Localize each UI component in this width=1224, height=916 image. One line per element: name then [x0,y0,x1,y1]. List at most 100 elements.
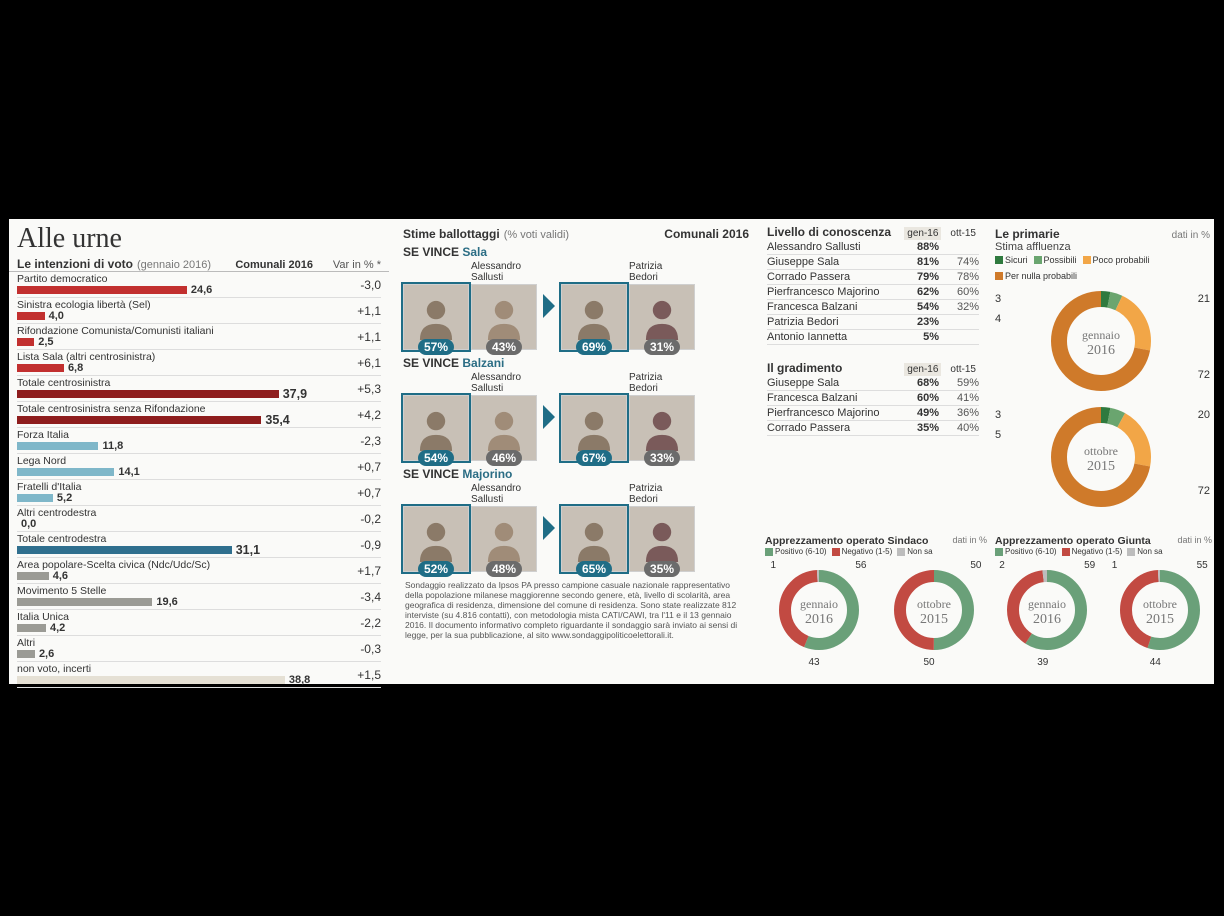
donut: ottobre 201515544 [1110,558,1210,668]
row-v2: 78% [939,271,979,283]
voting-row: Totale centrodestra 31,1 -0,9 [17,532,381,558]
row-v2: 40% [939,422,979,434]
primaries-legend: SicuriPossibiliPoco probabiliPer nulla p… [991,253,1214,283]
donut: gennaio 201625939 [997,558,1097,668]
swatch [995,256,1003,264]
row-v1: 35% [899,422,939,434]
table-row: Giuseppe Sala68%59% [767,376,979,391]
approval-donuts-2: gennaio 201625939 ottobre 201515544 [993,558,1214,668]
pct-badge: 31% [644,339,680,355]
table-row: Alessandro Sallusti88% [767,240,979,255]
voting-row: Movimento 5 Stelle 19,6 -3,4 [17,584,381,610]
ballot-title: Stime ballottaggi [403,227,500,241]
infographic-sheet: Alle urne Le intenzioni di voto (gennaio… [9,219,1214,684]
voting-bar [17,390,279,398]
pct-badge: 69% [576,339,612,355]
candidate-photo: 43% [471,284,537,350]
row-name: Francesca Balzani [767,392,899,404]
legend-text: Possibili [1044,255,1077,265]
candidate-photo: 48% [471,506,537,572]
legend-text: Positivo (6-10) [775,547,827,556]
voting-intentions-panel: Alle urne Le intenzioni di voto (gennaio… [9,219,389,684]
candidate-name: AlessandroSallusti [471,483,535,505]
row-v2: 32% [939,301,979,313]
svg-text:2015: 2015 [1087,459,1115,474]
voting-var: +5,3 [335,382,381,396]
legend-text: Negativo (1-5) [1072,547,1123,556]
voting-value: 31,1 [236,543,260,557]
liking-col1: gen-16 [904,363,941,376]
voting-row: Lega Nord 14,1 +0,7 [17,454,381,480]
pct-badge: 65% [576,561,612,577]
swatch [1062,548,1070,556]
candidate-name: PatriziaBedori [629,483,693,505]
voting-row: Totale centrosinistra senza Rifondazione… [17,402,381,428]
voting-header: Le intenzioni di voto (gennaio 2016) Com… [9,257,389,271]
approval-title-2: Apprezzamento operato Giunta [995,535,1151,547]
voting-label: Totale centrosinistra senza Rifondazione [17,403,381,415]
row-v1: 5% [899,331,939,343]
row-name: Pierfrancesco Majorino [767,286,899,298]
table-row: Antonio Iannetta5% [767,330,979,345]
legend-text: Negativo (1-5) [842,547,893,556]
table-row: Francesca Balzani60%41% [767,391,979,406]
voting-label: Italia Unica [17,611,381,623]
pct-badge: 48% [486,561,522,577]
pct-badge: 52% [418,561,454,577]
voting-value: 0,0 [21,518,36,530]
row-v1: 88% [899,241,939,253]
candidate-name [561,383,625,394]
row-v1: 54% [899,301,939,313]
liking-rows: Giuseppe Sala68%59%Francesca Balzani60%4… [767,376,979,436]
liking-col2: ott-15 [947,363,979,376]
voting-bar [17,676,285,684]
scenario-title: SE VINCE Sala [403,245,749,259]
table-row: Patrizia Bedori23% [767,315,979,330]
voting-bar [17,650,35,658]
legend-item: Non sa [897,547,932,556]
scenario: SE VINCE Balzani 54% AlessandroSallusti … [397,352,755,463]
donut-label: 21 [1198,293,1210,305]
candidate-photo: 33% [629,395,695,461]
candidate-photo: 69% [561,284,627,350]
row-name: Giuseppe Sala [767,377,899,389]
row-name: Francesca Balzani [767,301,899,313]
knowledge-rows: Alessandro Sallusti88%Giuseppe Sala81%74… [767,240,979,345]
svg-text:gennaio: gennaio [800,597,838,611]
voting-bar [17,572,49,580]
scenario-title: SE VINCE Majorino [403,467,749,481]
donut: ottobre 2015 3 5 20 72 [991,399,1214,515]
pct-badge: 43% [486,339,522,355]
voting-row: Rifondazione Comunista/Comunisti italian… [17,324,381,350]
candidate-name [403,494,467,505]
legend-item: Poco probabili [1083,255,1150,265]
legend-text: Per nulla probabili [1005,271,1077,281]
legend-text: Positivo (6-10) [1005,547,1057,556]
legend-text: Non sa [1137,547,1162,556]
candidate-photo: 54% [403,395,469,461]
row-v1: 23% [899,316,939,328]
candidate-name: PatriziaBedori [629,372,693,394]
ballot-title-row: Stime ballottaggi (% voti validi) Comuna… [397,219,755,241]
svg-text:2016: 2016 [805,612,833,627]
voting-row: Partito democratico 24,6 -3,0 [17,272,381,298]
svg-text:2015: 2015 [920,612,948,627]
voting-value: 6,8 [68,362,83,374]
voting-bar [17,442,98,450]
voting-value: 38,8 [289,674,310,686]
pct-badge: 35% [644,561,680,577]
primaries-subtitle: Stima affluenza [991,241,1214,253]
ballot-subtitle: (% voti validi) [504,229,569,241]
swatch [897,548,905,556]
voting-value: 35,4 [265,413,289,427]
approval-legend-1: Positivo (6-10) Negativo (1-5) Non sa [763,547,989,558]
donut-label: 4 [995,313,1001,325]
voting-var: -2,3 [335,434,381,448]
donut-label: 5 [995,429,1001,441]
svg-text:ottobre: ottobre [1084,444,1118,458]
candidate-photo: 67% [561,395,627,461]
scenario-title: SE VINCE Balzani [403,356,749,370]
pct-badge: 33% [644,450,680,466]
scenarios: SE VINCE Sala 57% AlessandroSallusti 43%… [397,241,755,574]
voting-bar [17,494,53,502]
